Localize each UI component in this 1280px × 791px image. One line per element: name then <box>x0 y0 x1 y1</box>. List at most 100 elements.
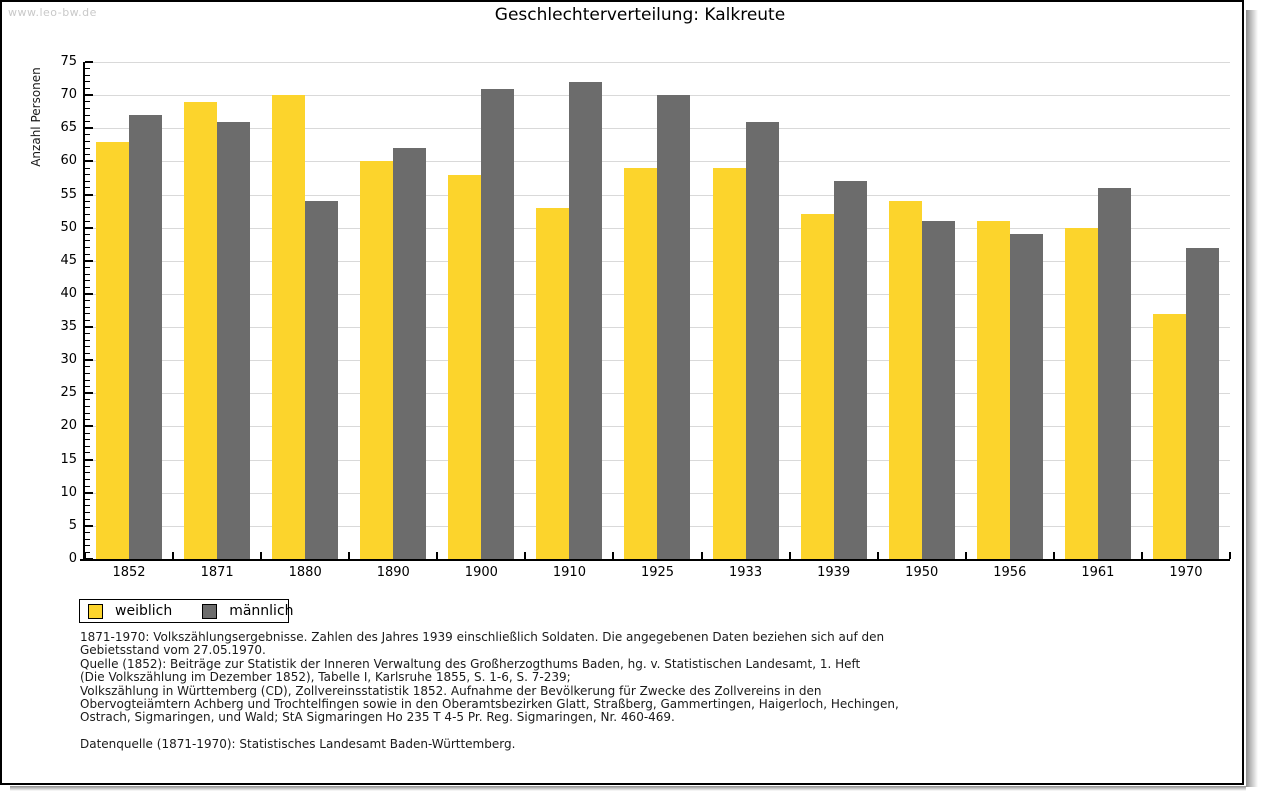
y-tick-71 <box>85 88 90 89</box>
x-tick-label-1910: 1910 <box>552 565 586 580</box>
y-tick-3 <box>85 538 90 540</box>
x-tick-11 <box>1052 552 1055 559</box>
y-tick-label-10: 10 <box>60 484 77 500</box>
x-tick-label-1880: 1880 <box>288 565 322 580</box>
y-tick-44 <box>85 266 90 268</box>
y-tick-50 <box>85 226 93 229</box>
x-tick-12 <box>1140 552 1143 559</box>
bar-weiblich-1871 <box>184 101 218 559</box>
footnotes: 1871-1970: Volkszählungsergebnisse. Zahl… <box>80 630 1200 725</box>
y-tick-75 <box>85 61 93 63</box>
y-tick-51 <box>85 220 90 222</box>
x-tick-6 <box>612 552 615 559</box>
y-tick-70 <box>85 94 93 97</box>
y-tick-label-55: 55 <box>60 186 77 202</box>
y-tick-19 <box>85 432 90 434</box>
bar-group-1961 <box>1054 62 1142 559</box>
bar-männlich-1970 <box>1185 247 1219 559</box>
x-tick-10 <box>964 552 967 559</box>
legend-label-weiblich: weiblich <box>115 603 173 619</box>
y-tick-37 <box>85 313 90 315</box>
y-tick-label-0: 0 <box>68 551 77 566</box>
bar-weiblich-1852 <box>96 141 130 559</box>
bar-weiblich-1890 <box>360 161 394 559</box>
bar-männlich-1925 <box>657 95 691 559</box>
y-tick-35 <box>85 326 93 329</box>
x-tick-label-1956: 1956 <box>993 565 1027 580</box>
y-tick-label-15: 15 <box>60 451 77 467</box>
y-tick-55 <box>85 193 93 196</box>
y-tick-52 <box>85 213 90 215</box>
x-tick-1 <box>172 552 175 559</box>
x-tick-13 <box>1229 552 1231 559</box>
y-tick-28 <box>85 372 90 374</box>
x-tick-label-1933: 1933 <box>729 565 763 580</box>
y-tick-17 <box>85 445 90 447</box>
bar-group-1871 <box>173 62 261 559</box>
y-tick-25 <box>85 392 93 395</box>
y-tick-66 <box>85 121 90 123</box>
y-tick-27 <box>85 379 90 381</box>
y-tick-label-30: 30 <box>60 352 77 368</box>
bar-männlich-1910 <box>569 81 603 559</box>
y-tick-24 <box>85 399 90 401</box>
y-tick-60 <box>85 160 93 163</box>
x-tick-7 <box>700 552 703 559</box>
y-tick-26 <box>85 386 90 388</box>
bar-männlich-1852 <box>129 115 163 559</box>
x-tick-label-1970: 1970 <box>1169 565 1203 580</box>
y-tick-48 <box>85 240 90 242</box>
y-tick-11 <box>85 485 90 487</box>
bar-weiblich-1961 <box>1064 227 1098 559</box>
y-tick-67 <box>85 114 90 116</box>
bar-group-1970 <box>1142 62 1230 559</box>
x-tick-4 <box>436 552 439 559</box>
y-tick-72 <box>85 81 90 83</box>
y-tick-label-50: 50 <box>60 219 77 235</box>
bar-group-1880 <box>261 62 349 559</box>
y-tick-10 <box>85 491 93 494</box>
y-tick-14 <box>85 465 90 467</box>
y-tick-40 <box>85 292 93 295</box>
bar-weiblich-1880 <box>272 95 306 559</box>
bar-weiblich-1950 <box>888 201 922 559</box>
x-tick-label-1950: 1950 <box>905 565 939 580</box>
y-tick-62 <box>85 147 90 149</box>
x-tick-label-1939: 1939 <box>817 565 851 580</box>
bar-group-1933 <box>702 62 790 559</box>
y-tick-59 <box>85 167 90 169</box>
legend: weiblich männlich <box>79 599 294 623</box>
y-tick-38 <box>85 306 90 308</box>
legend-swatch-männlich <box>202 603 218 619</box>
footnote-line-3: Quelle (1852): Beiträge zur Statistik de… <box>80 656 861 671</box>
y-tick-label-25: 25 <box>60 385 77 401</box>
y-tick-69 <box>85 101 90 103</box>
y-tick-label-65: 65 <box>60 120 77 136</box>
y-tick-5 <box>85 524 93 527</box>
bar-group-1900 <box>437 62 525 559</box>
x-tick-9 <box>876 552 879 559</box>
footnote-line-4: (Die Volkszählung im Dezember 1852), Tab… <box>80 670 571 685</box>
x-tick-label-1852: 1852 <box>112 565 146 580</box>
y-tick-9 <box>85 498 90 500</box>
y-tick-label-20: 20 <box>60 418 77 434</box>
legend-label-männlich: männlich <box>229 603 294 619</box>
y-tick-30 <box>85 359 93 362</box>
y-tick-74 <box>85 68 90 70</box>
bar-weiblich-1900 <box>448 174 482 559</box>
y-tick-0 <box>85 558 93 560</box>
y-tick-63 <box>85 141 90 143</box>
x-tick-label-1890: 1890 <box>376 565 410 580</box>
y-tick-18 <box>85 439 90 441</box>
footnote-line-5: Volkszählung in Württemberg (CD), Zollve… <box>80 683 822 698</box>
frame-shadow-right <box>1246 10 1258 787</box>
legend-item-weiblich: weiblich <box>80 603 172 619</box>
y-tick-73 <box>85 74 90 76</box>
y-axis-line <box>83 62 85 561</box>
footnote-line-2: Gebietsstand vom 27.05.1970. <box>80 643 266 658</box>
bar-group-1910 <box>525 62 613 559</box>
y-tick-12 <box>85 478 90 480</box>
bar-männlich-1956 <box>1009 234 1043 559</box>
footnote-line-1: 1871-1970: Volkszählungsergebnisse. Zahl… <box>80 630 885 644</box>
y-tick-58 <box>85 174 90 176</box>
